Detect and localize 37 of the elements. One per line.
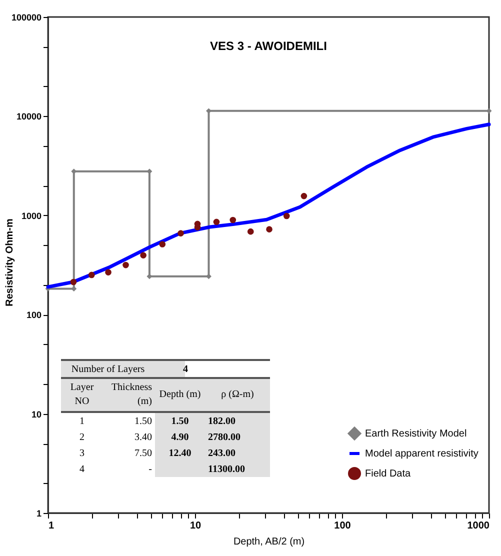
- legend-label: Earth Resistivity Model: [365, 428, 467, 440]
- y-tick-label: 10000: [16, 112, 42, 122]
- text: VES 3 - AWOIDEMILI: [210, 39, 327, 53]
- legend-label: Field Data: [365, 468, 412, 480]
- annotation: 1.50: [155, 412, 205, 429]
- annotation: 7.50: [134, 446, 153, 460]
- annotation: 2780.00: [205, 429, 270, 445]
- annotation: 11300.00: [205, 461, 270, 477]
- x-tick-label: 1000: [467, 520, 490, 532]
- annotation: 1: [78, 414, 86, 428]
- y-tick-label: 10: [31, 409, 42, 420]
- annotation: 3: [78, 446, 86, 460]
- y-tick-label: 100: [26, 310, 42, 320]
- annotation: 4.90: [155, 429, 205, 445]
- annotation: 3.40: [134, 430, 153, 444]
- y-axis-title: Resistivity Ohm-m: [4, 218, 16, 306]
- annotation: ρ (Ω-m): [205, 378, 270, 412]
- x-axis-title: Depth, AB/2 (m): [233, 536, 305, 548]
- annotation: Thickness (m): [103, 378, 155, 412]
- x-tick-label: 1: [48, 520, 54, 532]
- annotation: Number of Layers: [61, 360, 155, 378]
- y-tick-label: 1000: [21, 210, 42, 221]
- annotation: 1.50: [134, 414, 153, 428]
- annotation: 2: [78, 430, 86, 444]
- x-tick-label: 100: [334, 520, 352, 532]
- annotation: 12.40: [155, 445, 205, 461]
- legend-label: Model apparent resistivity: [365, 448, 478, 460]
- y-tick-label: 1: [36, 508, 42, 518]
- annotation: Layer NO: [61, 378, 103, 412]
- x-tick-label: 10: [190, 520, 202, 532]
- annotation: 4: [155, 360, 270, 378]
- annotation: 4: [78, 462, 86, 476]
- annotation: -: [148, 462, 153, 476]
- annotation: 243.00: [205, 445, 270, 461]
- annotation: 182.00: [205, 412, 270, 429]
- y-tick-label: 100000: [11, 12, 42, 22]
- annotation: Depth (m): [155, 378, 205, 412]
